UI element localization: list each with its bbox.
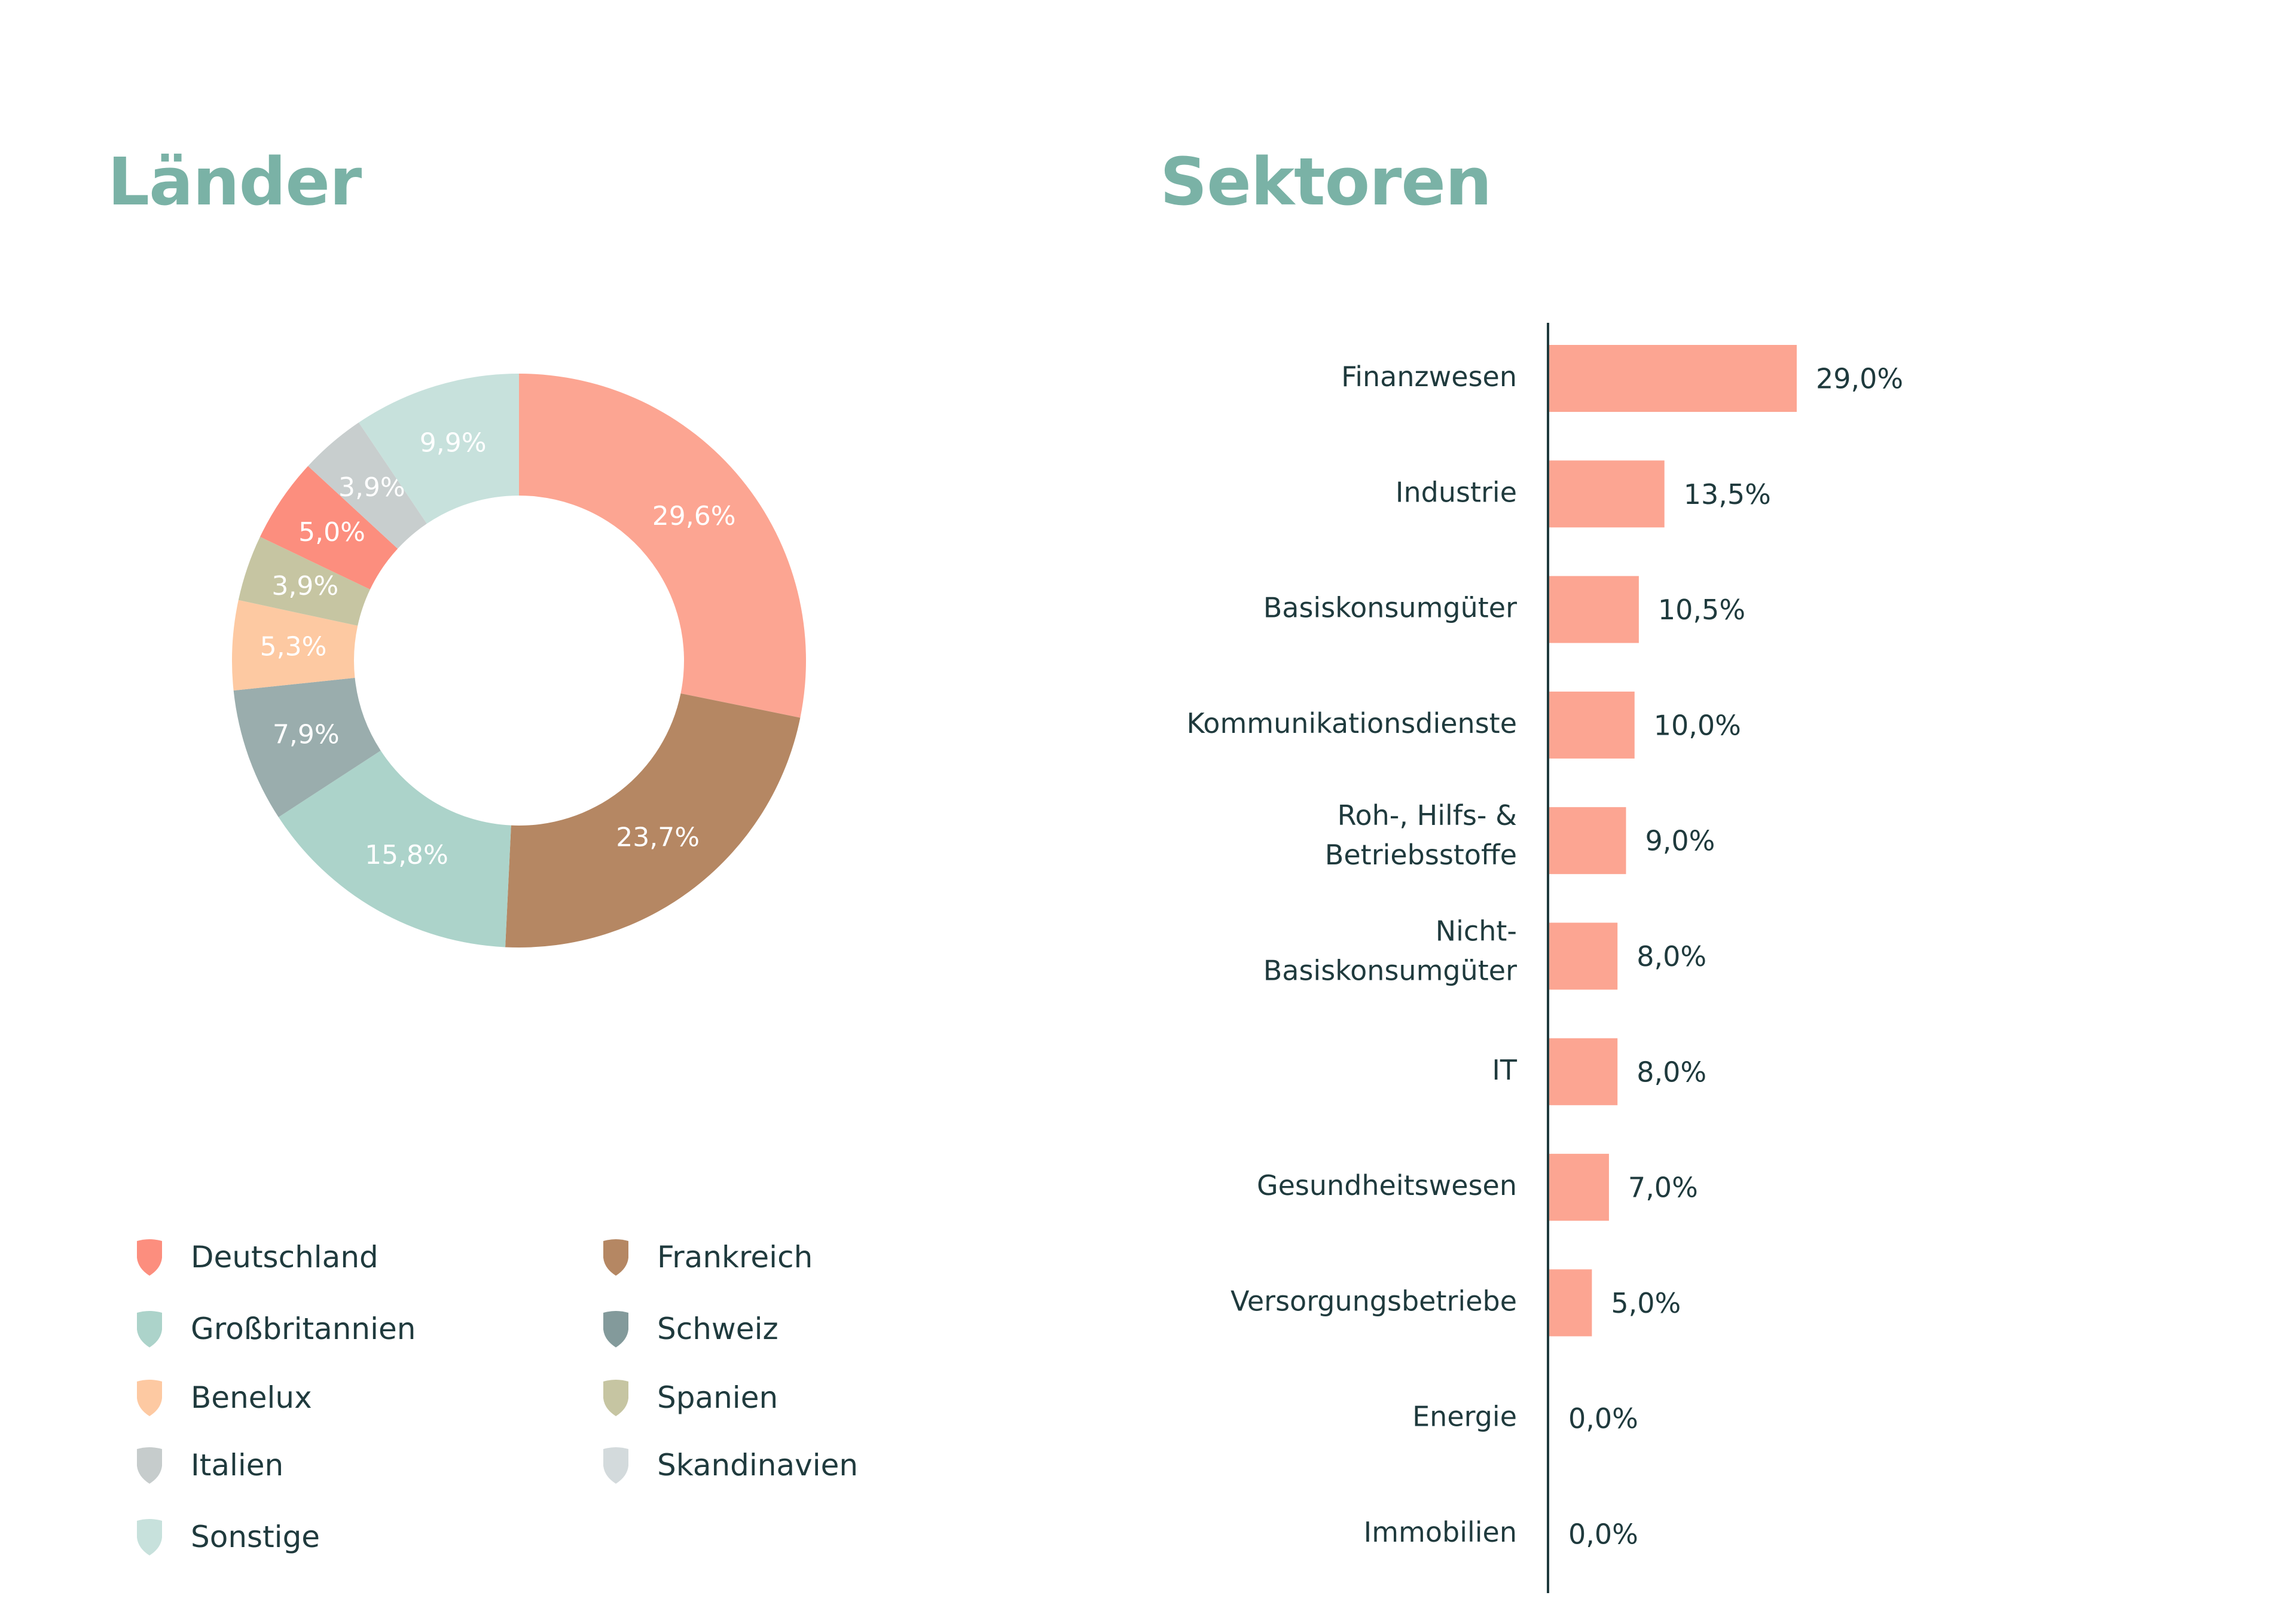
sektoren-bar-chart: 29,0% Finanzwesen 13,5% Industrie 10,5% Basis…: [1186, 323, 1903, 1593]
laender-title: Länder: [108, 143, 362, 220]
bar-value-label: 0,0%: [1568, 1402, 1638, 1435]
legend-item: Schweiz: [601, 1309, 778, 1349]
bar-category-label: Basiskonsumgüter: [1263, 591, 1517, 623]
bar-2: [1549, 576, 1639, 643]
donut-slice-skandinavien: [308, 422, 427, 549]
donut-slice-italien: [259, 466, 398, 589]
legend-label: Deutschland: [191, 1240, 378, 1274]
bar-category-label: Roh-, Hilfs- & Betriebsstoffe: [1325, 799, 1517, 871]
donut-value-label: 3,9%: [271, 571, 338, 601]
laender-donut-chart: 29,6% 23,7% 15,8% 7,9% 5,3% 3,9% 5,0% 3,9% 9,9%: [231, 374, 807, 948]
category-label-line: Industrie: [1396, 476, 1517, 508]
bar-category-label: IT: [1492, 1053, 1518, 1086]
donut-value-label: 23,7%: [616, 822, 700, 852]
shield-icon: [137, 1311, 162, 1347]
legend-label: Schweiz: [657, 1312, 778, 1346]
legend-item: Frankreich: [601, 1237, 813, 1277]
donut-value-label: 15,8%: [365, 840, 448, 870]
laender-legend: Deutschland Frankreich Großbritannien Schwe…: [135, 1237, 972, 1596]
donut-value-label: 3,9%: [338, 472, 405, 503]
shield-icon: [137, 1447, 162, 1484]
legend-label: Spanien: [657, 1380, 778, 1415]
bar-value-label: 8,0%: [1636, 940, 1706, 973]
donut-slice-großbritannien: [278, 750, 511, 947]
shield-icon: [603, 1239, 628, 1276]
category-label-line: Gesundheitswesen: [1257, 1169, 1517, 1202]
donut-value-label: 7,9%: [273, 719, 340, 750]
bar-category-label: Nicht- Basiskonsumgüter: [1263, 915, 1517, 986]
donut-slice-schweiz: [233, 677, 381, 818]
legend-item: Sonstige: [135, 1517, 320, 1557]
legend-item: Italien: [135, 1445, 283, 1485]
category-label-line: Roh-, Hilfs- &: [1338, 799, 1517, 832]
category-label-line: Energie: [1412, 1400, 1517, 1432]
legend-label: Frankreich: [657, 1240, 813, 1274]
bar-value-label: 29,0%: [1816, 363, 1903, 395]
bar-8: [1549, 1269, 1592, 1337]
bar-6: [1549, 1038, 1618, 1105]
bar-7: [1549, 1154, 1609, 1221]
category-label-line: Kommunikationsdienste: [1186, 707, 1517, 739]
bar-category-label: Immobilien: [1364, 1516, 1517, 1548]
donut-slice-deutschland: [519, 374, 807, 718]
bar-value-label: 0,0%: [1568, 1518, 1638, 1551]
donut-slice-sonstige: [358, 374, 519, 524]
shield-icon: [137, 1519, 162, 1555]
legend-item: Skandinavien: [601, 1445, 858, 1485]
category-label-line: Versorgungsbetriebe: [1231, 1285, 1517, 1317]
bar-value-label: 13,5%: [1684, 478, 1771, 511]
bar-value-label: 7,0%: [1628, 1172, 1698, 1204]
donut-value-label: 29,6%: [652, 501, 736, 531]
legend-item: Großbritannien: [135, 1309, 416, 1349]
category-label-line: Nicht-: [1436, 915, 1517, 947]
bar-category-label: Energie: [1412, 1400, 1517, 1432]
bar-0: [1549, 345, 1797, 412]
sektoren-title: Sektoren: [1160, 143, 1492, 220]
category-label-line: Immobilien: [1364, 1516, 1517, 1548]
bar-category-label: Kommunikationsdienste: [1186, 707, 1517, 739]
legend-label: Skandinavien: [657, 1448, 859, 1483]
bar-category-label: Finanzwesen: [1341, 360, 1517, 393]
bar-4: [1549, 807, 1626, 875]
legend-label: Sonstige: [191, 1520, 320, 1554]
bar-category-label: Gesundheitswesen: [1257, 1169, 1517, 1202]
category-label-line: Basiskonsumgüter: [1263, 954, 1517, 986]
legend-label: Italien: [191, 1448, 284, 1483]
shield-icon: [137, 1380, 162, 1416]
donut-value-label: 5,3%: [260, 632, 327, 662]
legend-label: Benelux: [191, 1380, 312, 1415]
shield-icon: [603, 1380, 628, 1416]
donut-slice-frankreich: [505, 693, 801, 948]
bar-3: [1549, 691, 1635, 759]
bar-5: [1549, 922, 1618, 990]
shield-icon: [137, 1239, 162, 1276]
donut-slice-spanien: [238, 537, 370, 626]
legend-item: Deutschland: [135, 1237, 378, 1277]
category-label-line: Betriebsstoffe: [1325, 839, 1517, 871]
category-label-line: Finanzwesen: [1341, 360, 1517, 393]
bar-value-label: 8,0%: [1636, 1056, 1706, 1088]
donut-value-label: 5,0%: [298, 517, 365, 548]
donut-slice-benelux: [231, 600, 358, 691]
shield-icon: [603, 1447, 628, 1484]
bar-category-label: Industrie: [1396, 476, 1517, 508]
bar-value-label: 5,0%: [1611, 1287, 1681, 1319]
shield-icon: [603, 1311, 628, 1347]
bar-value-label: 10,0%: [1654, 709, 1741, 741]
donut-value-label: 9,9%: [420, 427, 487, 458]
bar-1: [1549, 460, 1665, 528]
legend-item: Benelux: [135, 1378, 312, 1417]
bar-value-label: 9,0%: [1645, 825, 1715, 857]
category-label-line: IT: [1492, 1053, 1518, 1086]
category-label-line: Basiskonsumgüter: [1263, 591, 1517, 623]
bar-value-label: 10,5%: [1658, 594, 1745, 626]
bar-category-label: Versorgungsbetriebe: [1231, 1285, 1517, 1317]
legend-label: Großbritannien: [191, 1312, 416, 1346]
legend-item: Spanien: [601, 1378, 778, 1417]
